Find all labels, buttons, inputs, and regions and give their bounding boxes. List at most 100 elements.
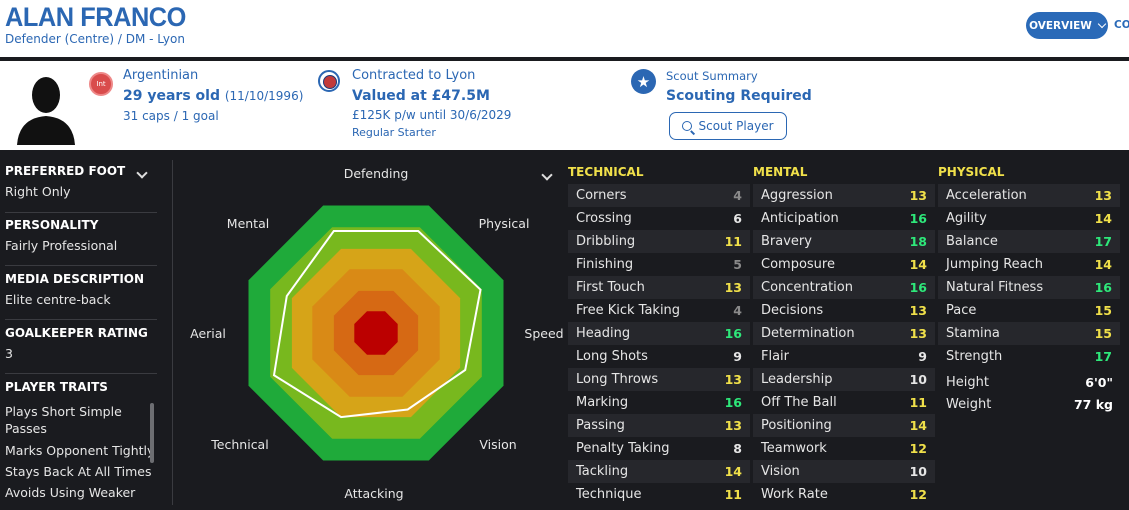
attribute-row[interactable]: Corners 4: [568, 184, 750, 207]
date-of-birth: (11/10/1996): [224, 89, 304, 103]
radar-ring-5: [354, 311, 398, 355]
overview-label: OVERVIEW: [1029, 19, 1092, 32]
attribute-row[interactable]: Vision 10: [753, 460, 935, 483]
section-heading: PERSONALITY: [5, 218, 99, 232]
attribute-row[interactable]: Natural Fitness 16: [938, 276, 1120, 299]
scout-player-button[interactable]: Scout Player: [669, 112, 787, 140]
attribute-row[interactable]: Dribbling 11: [568, 230, 750, 253]
attribute-row[interactable]: Determination 13: [753, 322, 935, 345]
section-heading: PREFERRED FOOT: [5, 164, 126, 178]
trait-item[interactable]: Passes: [5, 421, 47, 436]
overview-dropdown-button[interactable]: OVERVIEW: [1026, 12, 1108, 39]
divider: [172, 160, 173, 505]
attribute-row[interactable]: Positioning 14: [753, 414, 935, 437]
weight-label: Weight: [946, 396, 992, 412]
attribute-row[interactable]: Flair 9: [753, 345, 935, 368]
attribute-row[interactable]: Off The Ball 11: [753, 391, 935, 414]
wage-contract: £125K p/w until 30/6/2029: [352, 108, 512, 122]
attribute-name: Aggression: [761, 188, 833, 203]
attribute-row[interactable]: Stamina 15: [938, 322, 1120, 345]
attribute-row[interactable]: Leadership 10: [753, 368, 935, 391]
age-text: 29 years old: [123, 88, 220, 104]
attribute-row[interactable]: Teamwork 12: [753, 437, 935, 460]
radar-axis-label: Defending: [344, 166, 409, 181]
player-position[interactable]: Defender (Centre) / DM - Lyon: [5, 32, 185, 46]
next-tab-partial[interactable]: CO: [1114, 19, 1129, 31]
star-icon: ★: [631, 69, 656, 94]
attribute-row[interactable]: Jumping Reach 14: [938, 253, 1120, 276]
radar-axis-label: Attacking: [344, 486, 403, 501]
weight-value: 77 kg: [1073, 396, 1113, 412]
attribute-value: 13: [909, 326, 927, 341]
attribute-name: Natural Fitness: [946, 280, 1044, 295]
squad-status: Regular Starter: [352, 126, 436, 139]
attribute-row[interactable]: Penalty Taking 8: [568, 437, 750, 460]
attribute-name: Work Rate: [761, 487, 828, 502]
contract-club[interactable]: Contracted to Lyon: [352, 68, 476, 83]
scout-player-label: Scout Player: [698, 119, 774, 133]
attribute-row[interactable]: Bravery 18: [753, 230, 935, 253]
attribute-row[interactable]: First Touch 13: [568, 276, 750, 299]
media-description-section: MEDIA DESCRIPTION Elite centre-back: [5, 272, 157, 320]
attribute-row[interactable]: Crossing 6: [568, 207, 750, 230]
attribute-name: Flair: [761, 349, 790, 364]
section-heading: GOALKEEPER RATING: [5, 326, 148, 340]
caps-goals[interactable]: 31 caps / 1 goal: [123, 109, 219, 123]
attribute-value: 18: [909, 234, 927, 249]
attribute-value: 13: [724, 372, 742, 387]
attribute-value: 11: [724, 234, 742, 249]
attribute-row[interactable]: Concentration 16: [753, 276, 935, 299]
attribute-name: Decisions: [761, 303, 824, 318]
attribute-name: Stamina: [946, 326, 1000, 341]
attribute-row[interactable]: Balance 17: [938, 230, 1120, 253]
header-bar: ALAN FRANCO Defender (Centre) / DM - Lyo…: [0, 0, 1129, 57]
attribute-value: 13: [724, 280, 742, 295]
attribute-name: Technique: [576, 487, 642, 502]
section-heading: PLAYER TRAITS: [5, 380, 108, 394]
attribute-row[interactable]: Aggression 13: [753, 184, 935, 207]
attribute-row[interactable]: Marking 16: [568, 391, 750, 414]
attribute-value: 13: [1094, 188, 1112, 203]
attribute-row[interactable]: Long Shots 9: [568, 345, 750, 368]
attribute-row[interactable]: Passing 13: [568, 414, 750, 437]
attribute-row[interactable]: Strength 17: [938, 345, 1120, 368]
nationality-flag-icon[interactable]: Int: [89, 72, 113, 96]
attribute-row[interactable]: Free Kick Taking 4: [568, 299, 750, 322]
nationality[interactable]: Argentinian: [123, 68, 199, 83]
trait-item[interactable]: Marks Opponent Tightly: [5, 443, 155, 458]
technical-heading: TECHNICAL: [568, 165, 644, 179]
scout-summary-label: Scout Summary: [666, 69, 758, 83]
attribute-row[interactable]: Heading 16: [568, 322, 750, 345]
trait-item[interactable]: Stays Back At All Times: [5, 464, 152, 479]
radar-axis-label: Mental: [227, 216, 269, 231]
attribute-name: Tackling: [576, 464, 629, 479]
attribute-row[interactable]: Tackling 14: [568, 460, 750, 483]
radar-axis-label: Technical: [210, 437, 268, 452]
attribute-row[interactable]: Anticipation 16: [753, 207, 935, 230]
attribute-name: Leadership: [761, 372, 833, 387]
attribute-name: Positioning: [761, 418, 832, 433]
attribute-row[interactable]: Pace 15: [938, 299, 1120, 322]
club-badge-icon[interactable]: [318, 70, 340, 92]
attribute-name: Concentration: [761, 280, 853, 295]
player-attribute-shape: [272, 230, 482, 419]
attribute-row[interactable]: Agility 14: [938, 207, 1120, 230]
attribute-row[interactable]: Work Rate 12: [753, 483, 935, 506]
attribute-name: Long Throws: [576, 372, 659, 387]
attribute-row[interactable]: Finishing 5: [568, 253, 750, 276]
traits-scrollbar[interactable]: [150, 403, 154, 463]
scout-status: Scouting Required: [666, 88, 812, 104]
section-value: Right Only: [5, 184, 71, 199]
radar-axis-label: Aerial: [190, 326, 226, 341]
attribute-value: 10: [909, 372, 927, 387]
trait-item[interactable]: Avoids Using Weaker: [5, 485, 136, 500]
height-row: Height 6'0": [938, 371, 1121, 393]
trait-item[interactable]: Plays Short Simple: [5, 404, 122, 419]
attribute-row[interactable]: Acceleration 13: [938, 184, 1120, 207]
attribute-name: Bravery: [761, 234, 812, 249]
attribute-row[interactable]: Composure 14: [753, 253, 935, 276]
attribute-row[interactable]: Long Throws 13: [568, 368, 750, 391]
player-info-panel: Int Argentinian 29 years old (11/10/1996…: [0, 61, 1129, 150]
attribute-row[interactable]: Technique 11: [568, 483, 750, 506]
attribute-row[interactable]: Decisions 13: [753, 299, 935, 322]
